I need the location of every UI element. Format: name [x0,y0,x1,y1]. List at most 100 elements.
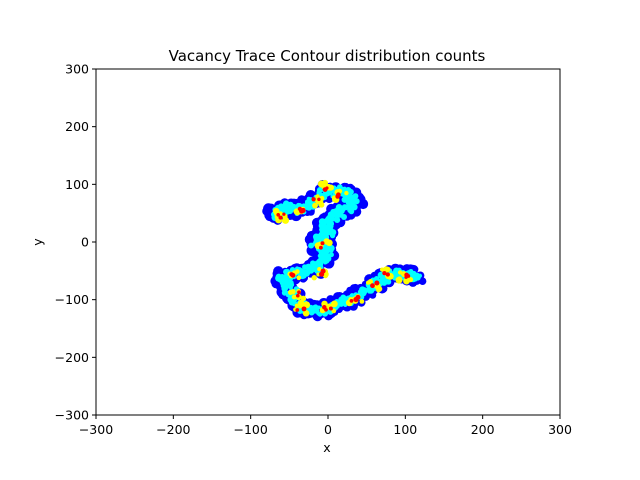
density-cell-high [281,218,287,224]
x-tick-label: 0 [324,422,332,437]
density-cell-peak [301,306,307,312]
density-cell-peak [320,241,325,246]
density-cell-high [379,267,385,272]
density-cell-mid [310,263,316,269]
density-cell-peak [318,245,323,250]
density-cell-high [326,239,333,247]
density-cell-high [291,294,297,300]
x-tick-label: −300 [79,422,113,437]
density-cell-high [407,276,414,283]
density-cell-peak [317,197,321,202]
y-axis: −300 −200 −100 0 100 200 300 [55,62,96,423]
y-axis-label: y [30,238,45,246]
density-cell-peak [297,290,301,295]
density-cell-mid [340,213,348,221]
density-cell-mid [329,232,336,239]
density-cell-mid [362,287,367,292]
density-cell-high [331,308,337,314]
y-tick-label: 100 [65,177,89,192]
density-cell-peak [382,270,387,276]
density-cell-peak [355,294,361,300]
density-cell-peak [296,293,300,298]
density-cell-mid [343,205,349,211]
y-tick-label: −300 [55,408,89,423]
density-cell-peak [404,272,409,278]
density-cell-peak [297,206,303,212]
density-cell-mid [283,284,289,291]
density-cell-high [337,188,343,194]
x-tick-label: 200 [471,422,495,437]
y-tick-label: −200 [55,350,89,365]
y-tick-label: 200 [65,119,89,134]
density-cell-high [303,310,308,315]
density-cell-mid [366,286,373,293]
density-cell-high [296,275,302,281]
density-cell-peak [328,306,333,311]
density-cell-peak [278,215,283,220]
density-cell-mid [325,218,329,223]
density-cell-mid [308,242,315,249]
x-tick-label: 300 [548,422,572,437]
density-cell-peak [311,197,315,201]
density-cell-mid [327,220,334,228]
x-tick-label: 100 [393,422,417,437]
chart-title: Vacancy Trace Contour distribution count… [169,47,486,65]
density-cell-peak [276,212,281,217]
density-cell-peak [349,299,354,303]
density-cell-mid [316,187,323,194]
density-cell-mid [346,201,352,206]
density-cell-high [365,280,371,285]
density-cell-peak [325,186,329,190]
x-tick-label: −100 [233,422,267,437]
density-cell-high [359,299,365,304]
density-cell-high [327,184,335,191]
density-cell-high [331,300,338,308]
density-cell-high [344,190,349,196]
density-cell-high [300,295,307,302]
density-cell-mid [288,284,294,290]
y-tick-label: −100 [55,292,89,307]
density-cell-high [311,275,317,281]
density-cell-mid [340,294,347,301]
y-tick-label: 300 [65,62,89,77]
density-cell-peak [282,212,286,216]
density-cell-high [272,207,280,215]
density-cell-mid [296,202,301,208]
density-cell-peak [295,308,300,312]
density-cell-high [312,202,318,209]
density-cell-mid [417,273,423,278]
density-cell-high [317,266,322,272]
density-cell-mid [373,275,380,282]
density-cell-peak [324,307,328,312]
density-cell-mid [316,305,321,310]
density-cell-mid [347,188,354,196]
x-tick-label: −200 [156,422,190,437]
density-cell-peak [370,283,375,289]
density-cell-high [287,289,294,295]
density-cell-peak [385,272,390,277]
density-cell-mid [348,208,355,215]
x-axis-label: x [323,440,330,455]
density-cell-high [297,299,305,307]
density-cell-mid [319,227,326,234]
density-cell-high [397,276,402,282]
density-cell-peak [374,280,380,286]
density-cell-peak [290,272,296,278]
density-cell-high [321,300,328,307]
density-cell-mid [381,280,386,285]
density-cell-mid [305,202,310,207]
density-cell-mid [334,214,339,219]
y-tick-label: 0 [81,235,89,250]
density-cell-mid [317,311,323,317]
density-cell-mid [349,200,356,207]
density-cell-high [321,183,327,189]
density-cell-mid [302,264,308,270]
density-cell-mid [327,244,335,252]
density-cell-peak [320,268,326,274]
density-cell-peak [335,194,340,199]
density-cell-mid [301,203,307,208]
density-cell-high [383,266,390,272]
x-axis: −300 −200 −100 0 100 200 300 [79,415,572,437]
density-cell-high [331,197,337,202]
